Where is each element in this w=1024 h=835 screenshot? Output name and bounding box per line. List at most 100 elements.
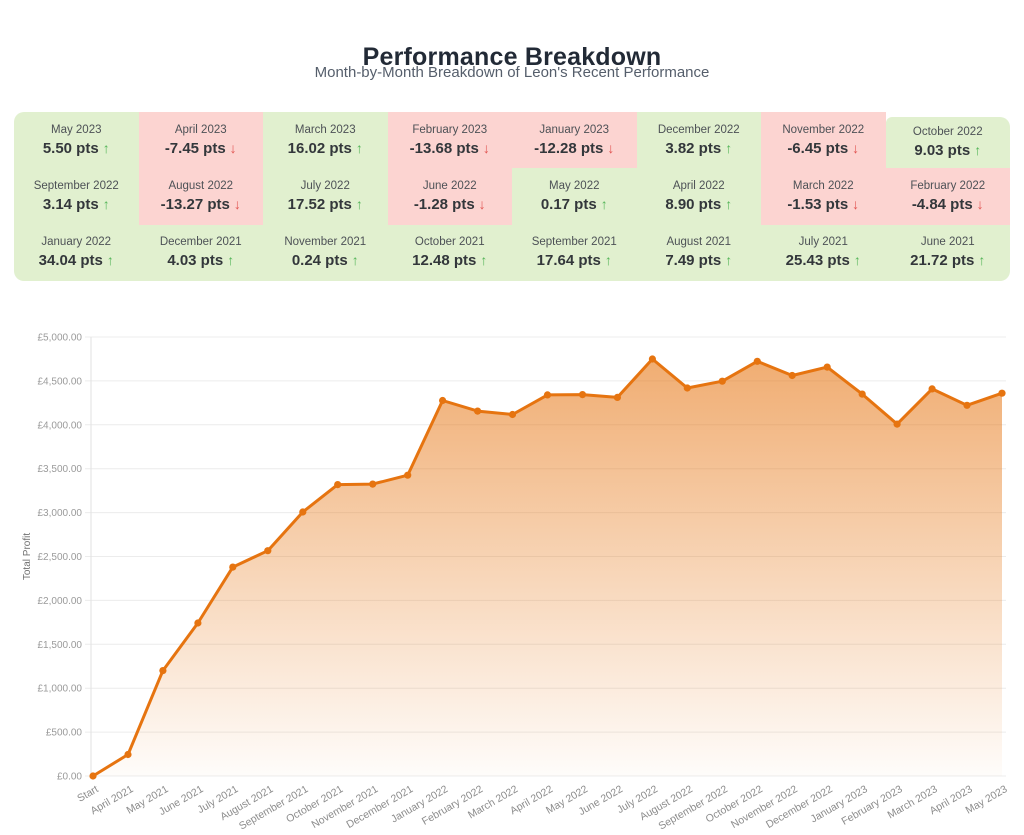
data-point (718, 377, 726, 385)
points-text: 4.03 pts (167, 252, 224, 270)
down-arrow-icon: ↓ (229, 139, 237, 156)
up-arrow-icon: ↑ (480, 252, 488, 269)
data-point (229, 563, 237, 571)
cell-september-2022: September 2022 3.14 pts ↑ (14, 168, 139, 225)
cell-month-label: August 2022 (168, 179, 234, 192)
cell-month-label: January 2023 (539, 123, 610, 136)
cell-month-label: April 2023 (174, 123, 227, 136)
cell-june-2021: June 2021 21.72 pts ↑ (885, 224, 1010, 281)
points-text: -1.28 pts (413, 195, 475, 213)
cell-month-label: September 2022 (33, 179, 119, 192)
data-point (788, 371, 796, 380)
points-text: -1.53 pts (787, 195, 849, 213)
points-text: 17.64 pts (536, 252, 601, 270)
cell-month-label: August 2021 (666, 236, 732, 249)
cell-november-2022: November 2022 -6.45 pts ↓ (761, 112, 886, 169)
cell-points-value: -12.28 pts ↓ (534, 140, 614, 157)
cell-points-value: 0.17 pts ↑ (541, 196, 608, 213)
data-point (963, 401, 971, 409)
data-point (543, 391, 552, 399)
cell-month-label: October 2021 (414, 236, 485, 249)
cell-points-value: 17.52 pts ↑ (288, 196, 363, 213)
cell-february-2022: February 2022 -4.84 pts ↓ (885, 168, 1010, 225)
cell-september-2021: September 2021 17.64 pts ↑ (512, 224, 637, 281)
points-text: 17.52 pts (287, 195, 352, 213)
data-point (683, 384, 691, 392)
points-text: 3.82 pts (665, 139, 722, 157)
up-arrow-icon: ↑ (600, 195, 608, 212)
points-text: 8.90 pts (665, 195, 722, 213)
cell-month-label: December 2022 (657, 123, 740, 136)
cell-may-2022: May 2022 0.17 pts ↑ (512, 168, 637, 225)
cell-month-label: February 2023 (412, 123, 488, 136)
cell-august-2021: August 2021 7.49 pts ↑ (636, 224, 761, 281)
cell-december-2022: December 2022 3.82 pts ↑ (636, 112, 761, 169)
y-tick-label: £5,000.00 (38, 333, 83, 344)
points-text: -12.28 pts (534, 139, 604, 157)
cell-points-value: -4.84 pts ↓ (912, 196, 984, 213)
y-tick-label: £4,000.00 (38, 420, 83, 431)
cell-month-label: March 2022 (792, 179, 854, 192)
y-tick-label: £1,000.00 (38, 684, 83, 695)
points-text: 9.03 pts (914, 142, 971, 160)
cell-month-label: February 2022 (910, 179, 986, 192)
up-arrow-icon: ↑ (725, 252, 733, 269)
data-point (334, 481, 342, 489)
up-arrow-icon: ↑ (351, 252, 359, 269)
cell-points-value: 4.03 pts ↑ (167, 252, 234, 269)
cell-month-label: July 2022 (300, 179, 350, 192)
cell-points-value: -6.45 pts ↓ (787, 140, 859, 157)
cell-month-label: June 2022 (422, 179, 477, 192)
y-tick-label: £4,500.00 (38, 376, 83, 387)
cell-april-2023: April 2023 -7.45 pts ↓ (138, 112, 263, 169)
down-arrow-icon: ↓ (478, 195, 486, 212)
cell-points-value: 34.04 pts ↑ (39, 252, 114, 269)
data-point (264, 547, 272, 555)
cell-month-label: March 2023 (294, 123, 356, 136)
monthly-performance-grid: May 2023 5.50 pts ↑ April 2023 -7.45 pts ↓ Mar… (14, 112, 1010, 281)
data-point (369, 480, 377, 488)
points-text: 12.48 pts (412, 252, 477, 270)
y-tick-label: £2,500.00 (38, 552, 83, 563)
cell-october-2022: October 2022 9.03 pts ↑ (885, 117, 1010, 169)
cell-january-2023: January 2023 -12.28 pts ↓ (512, 112, 637, 169)
cell-december-2021: December 2021 4.03 pts ↑ (138, 224, 263, 281)
data-point-markers (89, 355, 1006, 780)
cell-month-label: December 2021 (159, 236, 242, 249)
cell-july-2021: July 2021 25.43 pts ↑ (761, 224, 886, 281)
cell-month-label: October 2022 (912, 126, 983, 139)
up-arrow-icon: ↑ (978, 252, 986, 269)
total-profit-chart: £0.00 £500.00 £1,000.00 £1,500.00 £2,000.00 £… (0, 310, 1024, 833)
down-arrow-icon: ↓ (482, 139, 490, 156)
data-point (858, 390, 866, 398)
cell-points-value: 3.14 pts ↑ (43, 196, 110, 213)
points-text: -6.45 pts (787, 139, 849, 157)
points-text: -4.84 pts (911, 195, 973, 213)
y-tick-label: £3,000.00 (38, 508, 83, 519)
up-arrow-icon: ↑ (227, 252, 235, 269)
up-arrow-icon: ↑ (355, 139, 363, 156)
cell-month-label: July 2021 (798, 236, 848, 249)
page-title: Performance Breakdown (362, 42, 662, 71)
cell-month-label: May 2023 (50, 123, 102, 136)
data-point (124, 750, 132, 759)
points-text: 16.02 pts (287, 139, 352, 157)
cell-points-value: -13.68 pts ↓ (410, 140, 490, 157)
cell-points-value: 16.02 pts ↑ (288, 140, 363, 157)
y-tick-label: £0.00 (57, 772, 82, 783)
data-point (753, 357, 761, 365)
up-arrow-icon: ↑ (725, 139, 733, 156)
cell-points-value: 25.43 pts ↑ (786, 252, 861, 269)
points-text: 34.04 pts (38, 252, 103, 270)
y-tick-label: £1,500.00 (38, 640, 83, 651)
down-arrow-icon: ↓ (233, 195, 241, 212)
cell-may-2023: May 2023 5.50 pts ↑ (14, 112, 139, 169)
data-point (613, 393, 622, 401)
cell-july-2022: July 2022 17.52 pts ↑ (263, 168, 388, 225)
data-point (159, 667, 167, 675)
down-arrow-icon: ↓ (976, 195, 984, 212)
points-text: 3.14 pts (42, 195, 99, 213)
points-text: -13.27 pts (160, 195, 230, 213)
cell-points-value: 7.49 pts ↑ (665, 252, 732, 269)
